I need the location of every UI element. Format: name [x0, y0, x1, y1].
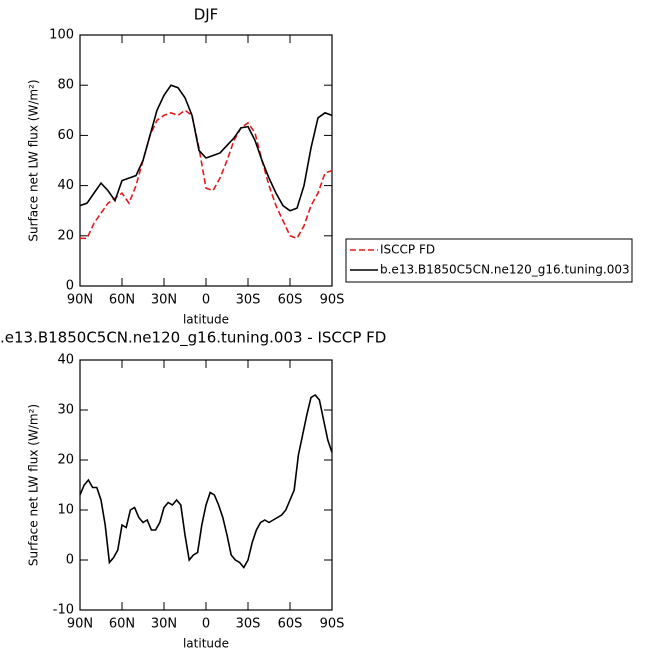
x-tick-label: 30S: [236, 617, 261, 632]
x-tick-label: 90S: [320, 617, 345, 632]
x-tick-label: 30N: [151, 617, 177, 632]
series-line: [80, 109, 333, 240]
y-tick-label: 20: [57, 453, 74, 468]
x-tick-label: 60N: [109, 617, 135, 632]
x-tick-label: 60S: [278, 293, 303, 308]
y-tick-label: 40: [57, 178, 74, 193]
x-tick-label: 90S: [320, 293, 345, 308]
y-tick-label: 40: [57, 353, 74, 368]
legend-label: b.e13.B1850C5CN.ne120_g16.tuning.003: [380, 263, 630, 277]
x-tick-label: 60N: [109, 293, 135, 308]
x-axis-label: latitude: [183, 313, 229, 327]
y-tick-label: 30: [57, 403, 74, 418]
y-axis-label: Surface net LW flux (W/m²): [27, 404, 41, 566]
legend-box: [345, 238, 633, 283]
y-axis-label: Surface net LW flux (W/m²): [27, 79, 41, 241]
x-tick-label: 90N: [67, 617, 93, 632]
series-line: [79, 393, 333, 569]
x-tick-label: 30N: [151, 293, 177, 308]
legend-label: ISCCP FD: [380, 243, 435, 257]
y-tick-label: 100: [49, 28, 74, 43]
y-tick-label: 60: [57, 128, 74, 143]
y-tick-label: 0: [66, 553, 74, 568]
x-tick-label: 60S: [278, 617, 303, 632]
x-tick-label: 90N: [67, 293, 93, 308]
x-tick-label: 30S: [236, 293, 261, 308]
chart-title: DJF: [194, 6, 219, 24]
x-tick-label: 0: [202, 293, 210, 308]
y-tick-label: 10: [57, 503, 74, 518]
chart-title: .e13.B1850C5CN.ne120_g16.tuning.003 - IS…: [0, 329, 386, 348]
x-axis-label: latitude: [183, 637, 229, 651]
x-tick-label: 0: [202, 617, 210, 632]
plot-frame: [79, 34, 333, 287]
y-tick-label: 0: [66, 279, 74, 294]
y-tick-label: 20: [57, 228, 74, 243]
y-tick-label: 80: [57, 78, 74, 93]
y-tick-label: -10: [53, 603, 74, 618]
series-line: [79, 84, 333, 212]
